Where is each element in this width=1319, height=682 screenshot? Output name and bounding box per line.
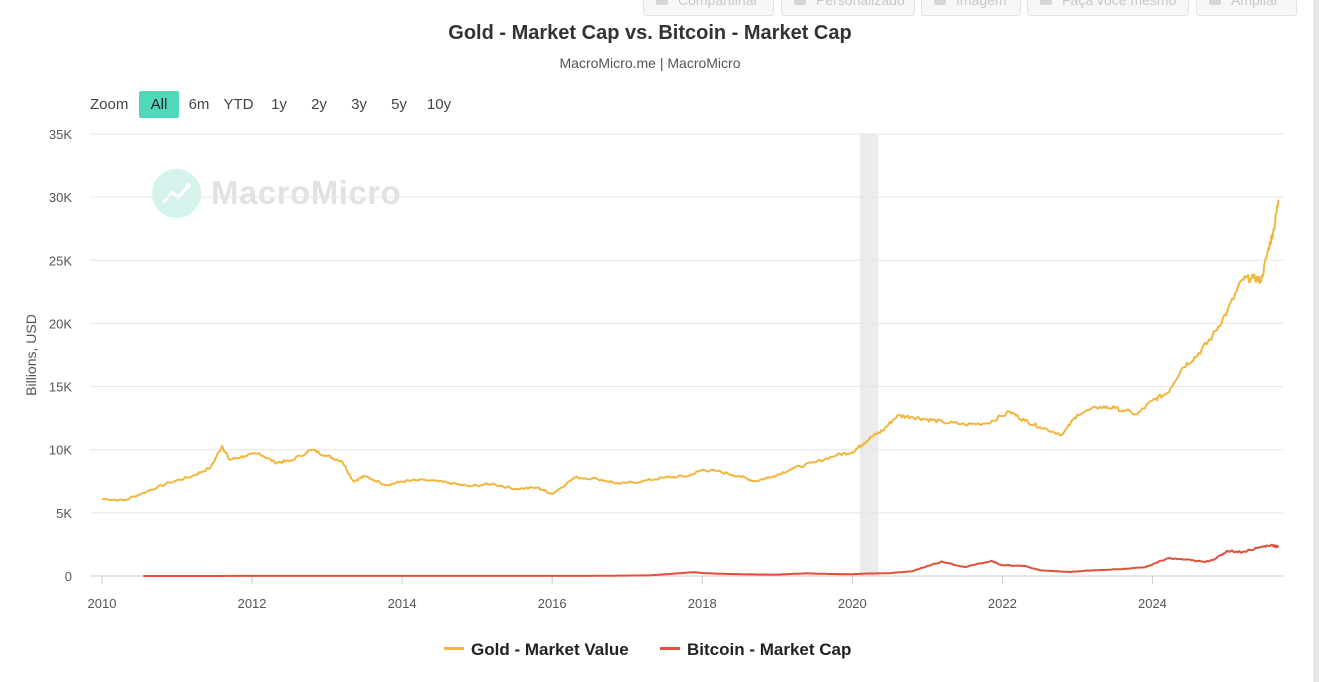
recession-band <box>859 134 879 576</box>
image-button[interactable]: Imagem <box>921 0 1021 16</box>
y-tick-label: 10K <box>49 443 72 458</box>
y-tick-label: 15K <box>49 380 72 395</box>
x-tick-label: 2014 <box>388 596 417 611</box>
scrollbar-track[interactable] <box>1313 0 1319 682</box>
customize-button[interactable]: Personalizado <box>781 0 915 16</box>
y-tick-label: 20K <box>49 316 72 331</box>
share-button-label: Compartilhar <box>678 0 759 8</box>
zoom-3y-button[interactable]: 3y <box>351 96 367 113</box>
x-tick-label: 2022 <box>988 596 1017 611</box>
series-line-gold <box>101 199 1280 502</box>
x-tick-label: 2020 <box>838 596 867 611</box>
x-tick-label: 2010 <box>88 596 117 611</box>
y-tick-label: 0 <box>65 569 72 584</box>
chart-legend: Gold - Market Value Bitcoin - Market Cap <box>0 638 1300 662</box>
zoom-1y-button[interactable]: 1y <box>271 96 287 113</box>
legend-item-gold[interactable]: Gold - Market Value <box>444 638 629 662</box>
image-icon <box>934 0 946 5</box>
pencil-icon <box>1040 0 1052 5</box>
x-axis <box>101 576 1153 584</box>
zoom-ytd-button[interactable]: YTD <box>223 96 254 113</box>
y-tick-label: 25K <box>49 253 72 268</box>
enlarge-button[interactable]: Ampliar <box>1196 0 1297 16</box>
zoom-5y-button[interactable]: 5y <box>391 96 407 113</box>
y-axis-title: Billions, USD <box>23 314 39 396</box>
gridlines <box>90 133 1284 577</box>
legend-item-bitcoin[interactable]: Bitcoin - Market Cap <box>660 638 851 662</box>
y-tick-label: 30K <box>49 190 72 205</box>
gear-icon <box>794 0 806 5</box>
diy-button[interactable]: Faça você mesmo <box>1027 0 1189 16</box>
legend-gold-label: Gold - Market Value <box>471 640 629 659</box>
recession-band-layer <box>859 134 879 576</box>
watermark-text: MacroMicro <box>211 174 402 211</box>
image-button-label: Imagem <box>956 0 1007 8</box>
zoom-all-button[interactable]: All <box>139 91 179 118</box>
x-tick-label: 2018 <box>688 596 717 611</box>
axis-labels: 0 5K 10K 15K 20K 25K 30K 35K 2010 2012 2014 2016 201… <box>23 127 1167 611</box>
diy-button-label: Faça você mesmo <box>1062 0 1177 8</box>
x-tick-label: 2012 <box>238 596 267 611</box>
share-button[interactable]: Compartilhar <box>643 0 774 16</box>
zoom-6m-button[interactable]: 6m <box>188 96 210 113</box>
zoom-label: Zoom <box>90 96 129 113</box>
y-tick-label: 35K <box>49 127 72 142</box>
legend-bitcoin-label: Bitcoin - Market Cap <box>687 640 852 659</box>
expand-icon <box>1209 0 1221 5</box>
chart-toolbar: Compartilhar Personalizado Imagem Faça v… <box>643 0 1303 16</box>
x-tick-label: 2024 <box>1138 596 1167 611</box>
bitcoin-line-swatch <box>660 647 680 651</box>
x-tick-label: 2016 <box>538 596 567 611</box>
gold-line-swatch <box>444 647 464 651</box>
share-icon <box>656 0 668 5</box>
y-tick-label: 5K <box>56 506 72 521</box>
chart-subtitle: MacroMicro.me | MacroMicro <box>559 55 741 71</box>
zoom-10y-button[interactable]: 10y <box>426 96 452 113</box>
customize-button-label: Personalizado <box>816 0 905 8</box>
watermark: MacroMicro <box>152 168 422 220</box>
chart-title: Gold - Market Cap vs. Bitcoin - Market C… <box>448 22 852 44</box>
zoom-2y-button[interactable]: 2y <box>311 96 327 113</box>
series-lines <box>101 199 1280 577</box>
enlarge-button-label: Ampliar <box>1231 0 1279 8</box>
series-line-bitcoin <box>143 543 1279 577</box>
